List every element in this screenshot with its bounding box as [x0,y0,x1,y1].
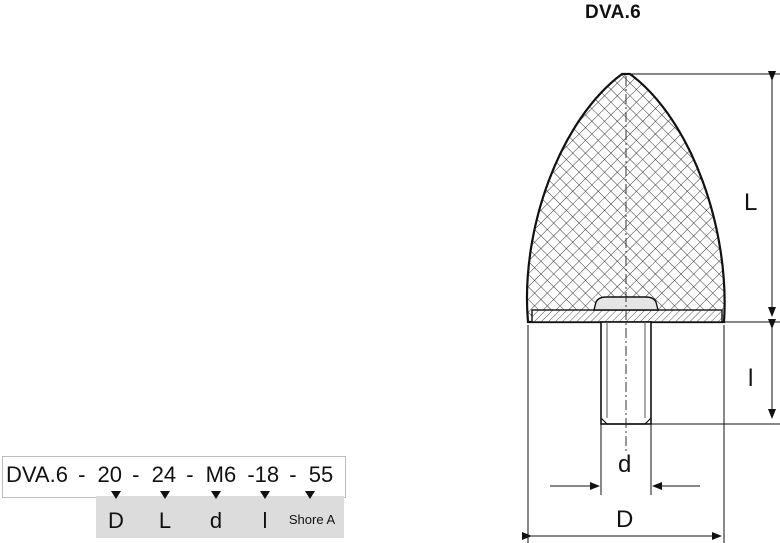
legend-shore: Shore A [288,512,336,527]
legend-l: l [262,508,268,533]
code-sep: - [186,462,194,487]
code-sep: - [289,462,297,487]
insert-head [593,296,659,311]
dim-l-label: l [748,365,753,392]
product-title: DVA.6 [585,2,642,23]
arrow-L-icon [160,491,170,499]
code-shore: 55 [308,462,334,487]
legend-d: d [209,508,223,533]
dim-L-label: L [744,189,757,216]
arrow-shore-icon [305,491,315,499]
arrow-d-icon [211,491,221,499]
order-code: DVA.6 - 20 - 24 - M6 -18 - 55 [6,462,333,488]
base-plate [531,309,723,323]
legend-box [96,496,344,538]
code-sep: - [78,462,86,487]
arrow-D-icon [111,491,121,499]
code-D: 20 [97,462,123,487]
legend-D: D [108,508,124,533]
legend-L: L [158,508,172,533]
dim-d-label: d [618,451,631,478]
arrow-l-icon [260,491,270,499]
code-d: M6 [205,462,237,487]
code-l: -18 [247,462,280,487]
dim-D-label: D [616,506,633,533]
code-sep: - [132,462,140,487]
code-series: DVA.6 [6,462,68,487]
code-L: 24 [151,462,177,487]
